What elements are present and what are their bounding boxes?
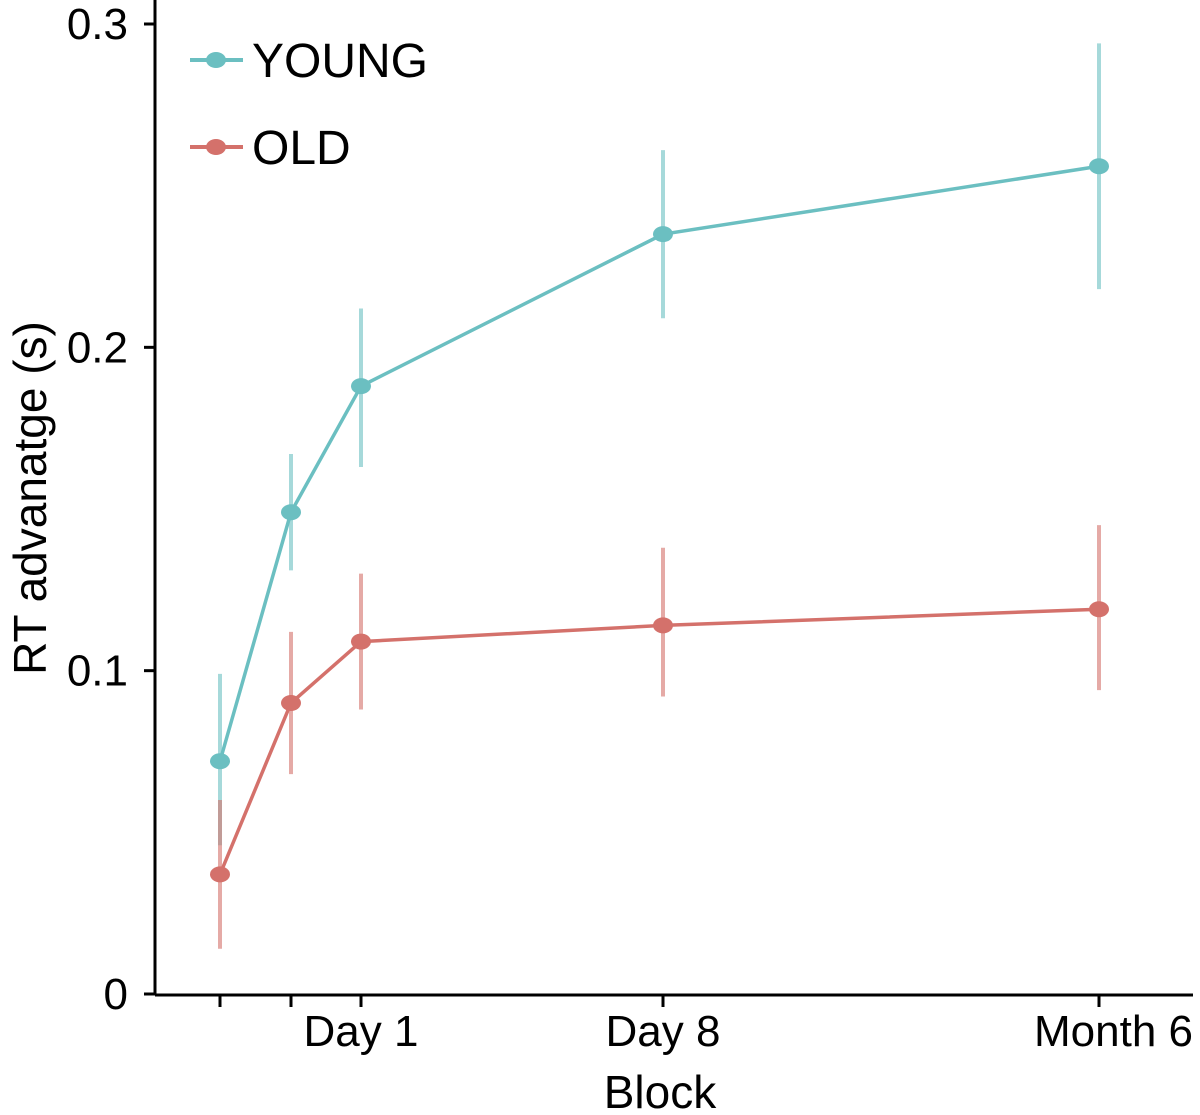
legend: YOUNG OLD: [190, 35, 428, 175]
x-tick-label: Day 1: [304, 1007, 419, 1056]
young-data-point: [281, 504, 301, 521]
data-points: [210, 158, 1109, 883]
young-data-point: [351, 378, 371, 395]
young-data-point: [653, 226, 673, 243]
old-legend-swatch-point: [206, 139, 226, 155]
error-bars: [218, 43, 1101, 949]
old-data-point: [281, 695, 301, 711]
x-tick-label: Month 6: [1034, 1007, 1193, 1056]
x-tick-label: Day 8: [606, 1007, 721, 1056]
y-tick-label: 0.2: [67, 323, 128, 372]
young-data-point: [1089, 158, 1109, 175]
y-tick-label: 0.1: [67, 647, 128, 696]
young-data-point: [210, 753, 230, 770]
old-data-point: [653, 617, 673, 634]
series-lines: [218, 164, 1100, 876]
old-series-line: [218, 607, 1100, 876]
old-legend-label: OLD: [252, 122, 351, 175]
old-data-point: [351, 633, 371, 650]
x-axis-title: Block: [604, 1066, 717, 1115]
young-legend-label: YOUNG: [252, 35, 428, 88]
y-tick-label: 0.3: [67, 0, 128, 49]
old-data-point: [1089, 601, 1109, 618]
young-series-line: [218, 164, 1100, 762]
y-axis-ticks: 0 0.1 0.2 0.3: [67, 0, 155, 1019]
young-legend-swatch-point: [206, 52, 226, 68]
y-tick-label: 0: [104, 970, 128, 1019]
old-data-point: [210, 866, 230, 883]
y-axis-title: RT advanatge (s): [4, 321, 56, 675]
x-axis-ticks: Day 1 Day 8 Month 6: [218, 995, 1193, 1056]
